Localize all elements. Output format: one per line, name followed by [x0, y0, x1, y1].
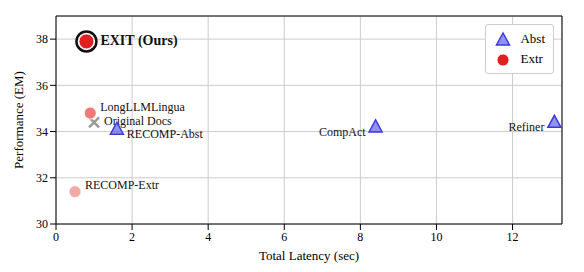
- svg-text:38: 38: [36, 32, 48, 46]
- svg-text:RECOMP-Extr: RECOMP-Extr: [85, 178, 159, 192]
- svg-text:LongLLMLingua: LongLLMLingua: [100, 100, 185, 114]
- svg-text:Total Latency (sec): Total Latency (sec): [259, 248, 359, 263]
- svg-text:Performance (EM): Performance (EM): [11, 71, 26, 169]
- svg-text:Original Docs: Original Docs: [104, 114, 172, 129]
- svg-text:0: 0: [53, 230, 59, 244]
- svg-text:RECOMP-Abst: RECOMP-Abst: [127, 127, 204, 141]
- html-text:Abst: Abst: [520, 31, 545, 46]
- svg-text:Refiner: Refiner: [508, 120, 544, 134]
- svg-text:12: 12: [507, 230, 519, 244]
- svg-text:30: 30: [36, 217, 48, 231]
- svg-text:32: 32: [36, 171, 48, 185]
- html-text:Extr: Extr: [520, 51, 543, 66]
- svg-text:2: 2: [129, 230, 135, 244]
- svg-text:4: 4: [205, 230, 211, 244]
- svg-text:36: 36: [36, 79, 48, 93]
- svg-text:10: 10: [430, 230, 442, 244]
- svg-text:EXIT (Ours): EXIT (Ours): [100, 33, 177, 49]
- svg-text:8: 8: [357, 230, 363, 244]
- svg-text:CompAct: CompAct: [319, 125, 366, 139]
- svg-text:34: 34: [36, 125, 48, 139]
- svg-text:6: 6: [281, 230, 287, 244]
